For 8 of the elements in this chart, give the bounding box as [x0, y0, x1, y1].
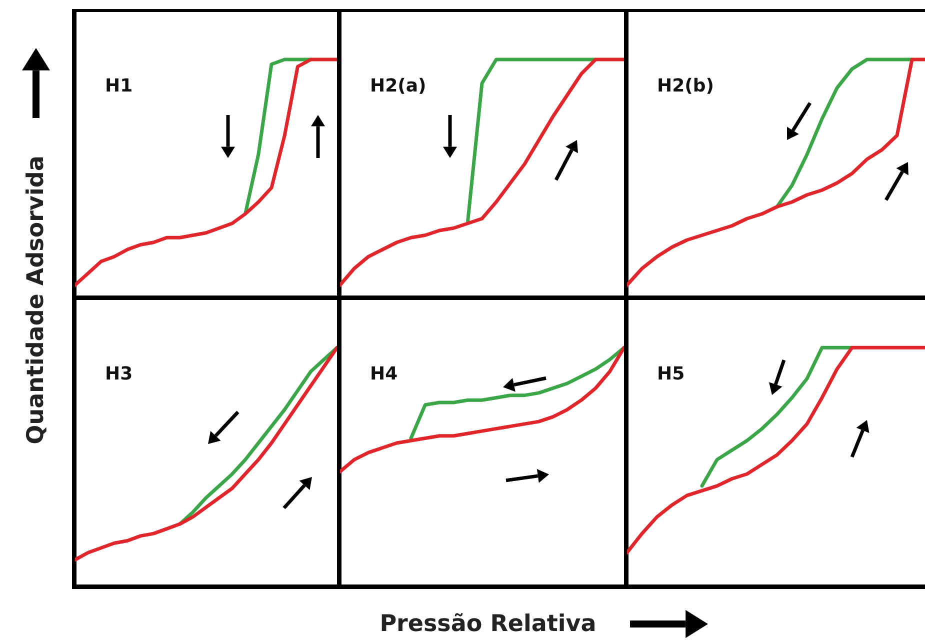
- text: H1: [104, 75, 132, 96]
- y-axis-title: Quantidade Adsorvida: [23, 156, 49, 444]
- x-axis-title: Pressão Relativa: [380, 611, 596, 637]
- text: H2(b): [656, 75, 714, 96]
- text: H2(a): [370, 75, 426, 96]
- text: H5: [656, 363, 684, 384]
- text: H4: [370, 363, 398, 384]
- text: H3: [104, 363, 132, 384]
